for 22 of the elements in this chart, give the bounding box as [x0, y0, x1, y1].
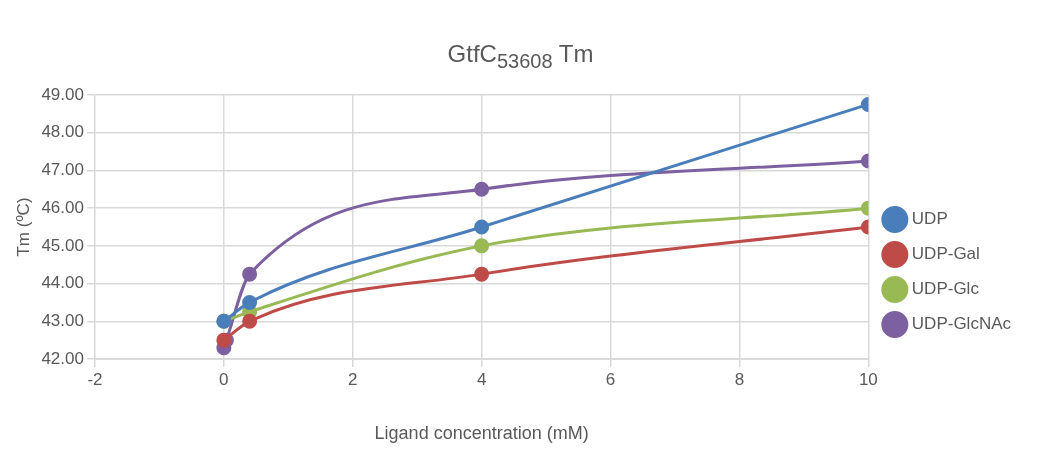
- legend-label: UDP: [911, 209, 948, 229]
- legend-label: UDP-GlcNAc: [911, 314, 1012, 334]
- x-tick-label: 8: [734, 369, 745, 389]
- x-tick-label: 10: [858, 369, 878, 389]
- y-tick-label: 46.00: [41, 197, 84, 217]
- x-tick-label: 6: [605, 369, 616, 389]
- x-tick-label: 0: [219, 369, 229, 389]
- legend-label: UDP-Gal: [911, 244, 980, 264]
- x-axis-title: Ligand concentration (mM): [374, 423, 589, 444]
- y-tick-label: 42.00: [41, 348, 84, 368]
- legend-label: UDP-Glc: [911, 279, 980, 299]
- chart-title: GtfC$_{53608}$ Tm: [446, 40, 595, 73]
- y-axis-title: Tm (ºC): [13, 197, 33, 257]
- y-tick-label: 45.00: [41, 235, 84, 255]
- x-tick-label: 2: [348, 369, 358, 389]
- y-tick-label: 48.00: [41, 122, 84, 142]
- y-tick-label: 43.00: [41, 310, 84, 330]
- x-tick-label: -2: [87, 369, 103, 389]
- y-tick-label: 44.00: [41, 273, 84, 293]
- x-tick-label: 4: [476, 369, 487, 389]
- y-tick-label: 49.00: [41, 84, 84, 104]
- y-tick-label: 47.00: [41, 160, 84, 180]
